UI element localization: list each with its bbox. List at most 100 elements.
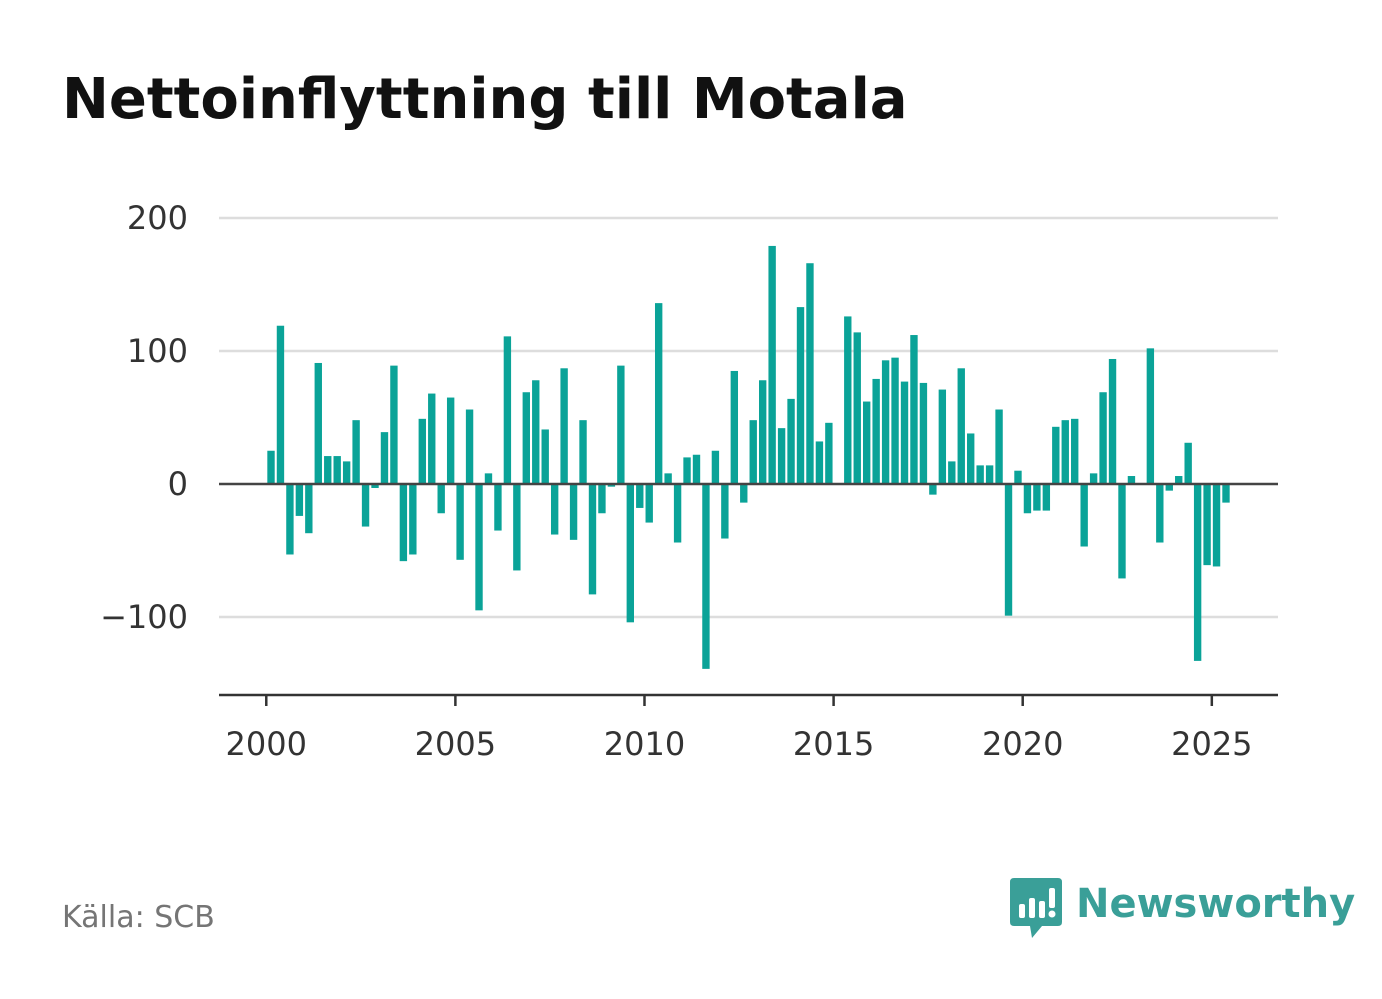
bar <box>475 484 483 611</box>
bar <box>617 365 625 484</box>
bar <box>1156 484 1164 543</box>
bar <box>891 357 899 484</box>
x-tick-label: 2020 <box>982 725 1063 763</box>
bar <box>598 484 606 514</box>
y-tick-label: 0 <box>168 465 188 503</box>
bar <box>654 303 663 484</box>
bar <box>1099 392 1107 484</box>
bar <box>1023 484 1032 514</box>
gridlines <box>219 216 1278 619</box>
bar <box>494 484 502 531</box>
bar <box>569 484 578 540</box>
bar <box>428 393 436 484</box>
bar <box>446 397 455 484</box>
bar <box>1127 476 1136 484</box>
bar <box>1184 442 1192 484</box>
bar <box>881 360 890 484</box>
bar <box>1175 476 1183 484</box>
bar <box>683 457 691 484</box>
bar <box>513 484 521 571</box>
brand-name: Newsworthy <box>1076 881 1356 927</box>
bar <box>673 484 682 543</box>
bar-chart: 200 100 0 −100 2000 2005 2010 2015 2020 2025 <box>100 199 1278 763</box>
bar <box>740 484 748 503</box>
bar <box>1089 473 1098 484</box>
bar <box>503 336 512 484</box>
bar <box>910 335 918 484</box>
bar <box>938 389 947 484</box>
bar <box>607 484 616 487</box>
bar <box>787 398 795 484</box>
bar <box>399 484 408 562</box>
y-tick-label: −100 <box>100 598 188 636</box>
bar <box>465 409 474 484</box>
bar <box>409 484 417 555</box>
bar <box>1203 484 1211 566</box>
bar <box>853 332 861 484</box>
x-tick-label: 2000 <box>226 725 307 763</box>
bar <box>295 484 304 516</box>
bar <box>702 484 710 669</box>
bar <box>730 370 739 484</box>
bar <box>768 245 776 484</box>
bar <box>1071 418 1079 484</box>
bar-chart-speech-bubble-icon <box>1010 878 1062 938</box>
brand-logo-group: Newsworthy <box>1010 878 1355 942</box>
x-tick-label: 2015 <box>793 725 874 763</box>
bar <box>380 432 389 484</box>
bar <box>919 382 928 484</box>
tick-labels: 200 100 0 −100 2000 2005 2010 2015 2020 2025 <box>100 199 1252 763</box>
bar <box>342 461 351 484</box>
bar <box>900 381 909 484</box>
bar <box>333 456 341 484</box>
bar <box>286 484 294 555</box>
chart-title: Nettoinflyttning till Motala <box>62 67 908 132</box>
bar <box>1033 484 1041 511</box>
bar <box>456 484 464 560</box>
bar <box>863 401 871 484</box>
bar <box>844 316 852 484</box>
bar <box>352 420 360 484</box>
bar <box>1193 484 1202 661</box>
bar <box>1165 484 1173 491</box>
bar <box>1052 426 1060 484</box>
bar <box>324 456 332 484</box>
bar <box>560 368 568 484</box>
bar <box>1042 484 1051 511</box>
bar <box>532 380 540 484</box>
bar <box>522 392 530 484</box>
bar <box>711 450 720 484</box>
bar <box>626 484 634 623</box>
bar <box>314 362 322 484</box>
bar <box>390 365 398 484</box>
bar <box>276 325 285 484</box>
bar <box>418 418 426 484</box>
x-tick-label: 2025 <box>1171 725 1252 763</box>
source-note: Källa: SCB <box>62 900 215 935</box>
bar <box>796 307 805 484</box>
bar <box>664 473 672 484</box>
y-tick-label: 100 <box>127 332 188 370</box>
bar <box>749 420 757 484</box>
bar <box>437 484 445 514</box>
bar <box>948 461 956 484</box>
bar <box>1004 484 1013 616</box>
bar <box>815 441 824 484</box>
x-tick-label: 2010 <box>604 725 685 763</box>
axes <box>219 482 1278 706</box>
bar <box>692 454 701 484</box>
bar <box>636 484 644 508</box>
bar <box>825 422 833 484</box>
bar <box>759 380 767 484</box>
bar <box>1061 420 1069 484</box>
bar <box>976 465 984 484</box>
bar <box>371 484 379 488</box>
bar <box>550 484 559 535</box>
bar <box>1146 348 1155 484</box>
x-tick-label: 2005 <box>415 725 496 763</box>
bar <box>588 484 597 595</box>
bar <box>579 420 587 484</box>
bar <box>541 429 549 484</box>
bar <box>1212 484 1221 567</box>
bar <box>957 368 965 484</box>
